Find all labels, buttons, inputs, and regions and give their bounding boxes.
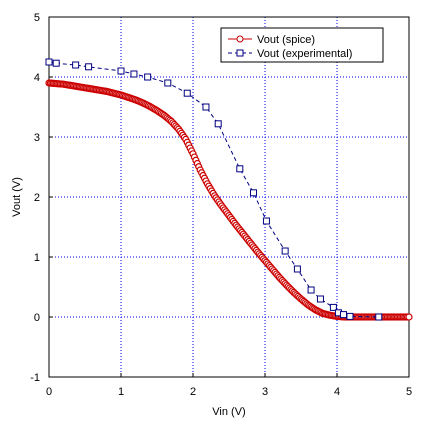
y-tick-label: 3 — [34, 132, 40, 144]
data-point-experimental — [249, 189, 257, 197]
data-point-experimental — [346, 312, 354, 320]
data-point-experimental — [307, 286, 315, 294]
data-point-experimental — [375, 313, 383, 321]
data-point-experimental — [262, 217, 270, 225]
x-axis-label: Vin (V) — [212, 406, 245, 418]
grid — [49, 17, 409, 377]
y-tick-label: 4 — [34, 72, 40, 84]
data-point-experimental — [45, 58, 53, 66]
x-tick-label: 1 — [118, 386, 124, 398]
data-point-experimental — [130, 70, 138, 78]
series-line-spice — [48, 82, 409, 318]
legend-swatch-marker-experimental — [236, 49, 244, 57]
data-point-experimental — [202, 103, 210, 111]
y-axis-label: Vout (V) — [11, 177, 23, 217]
data-point-experimental — [117, 67, 125, 75]
series-layer — [45, 58, 413, 321]
x-tick-label: 0 — [46, 386, 52, 398]
data-point-experimental — [183, 89, 191, 97]
data-point-experimental — [236, 165, 244, 173]
data-point-experimental — [72, 61, 80, 69]
legend-label-experimental: Vout (experimental) — [257, 48, 352, 60]
legend: Vout (spice) Vout (experimental) — [220, 27, 384, 63]
legend-label-spice: Vout (spice) — [257, 34, 315, 46]
x-tick-label: 5 — [406, 386, 412, 398]
axis-ticks: 0 1 2 3 4 5 -1 0 1 2 3 4 5 — [30, 12, 412, 398]
y-tick-label: 5 — [34, 12, 40, 24]
y-tick-label: 2 — [34, 192, 40, 204]
y-tick-label: 1 — [34, 252, 40, 264]
data-point-experimental — [281, 247, 289, 255]
x-tick-label: 2 — [190, 386, 196, 398]
data-point-experimental — [316, 295, 324, 303]
legend-swatch-marker-spice — [236, 35, 244, 43]
data-point-spice — [405, 313, 413, 321]
data-point-experimental — [339, 311, 347, 319]
data-point-experimental — [329, 303, 337, 311]
x-tick-label: 3 — [262, 386, 268, 398]
series-spice — [45, 79, 413, 321]
data-point-experimental — [164, 79, 172, 87]
data-point-experimental — [144, 73, 152, 81]
data-point-experimental — [214, 120, 222, 128]
series-experimental — [45, 58, 383, 321]
legend-box — [220, 27, 384, 63]
data-point-experimental — [293, 265, 301, 273]
y-tick-label: 0 — [34, 312, 40, 324]
data-point-experimental — [52, 59, 60, 67]
data-point-experimental — [85, 63, 93, 71]
y-tick-label: -1 — [30, 372, 40, 384]
x-tick-label: 4 — [334, 386, 340, 398]
